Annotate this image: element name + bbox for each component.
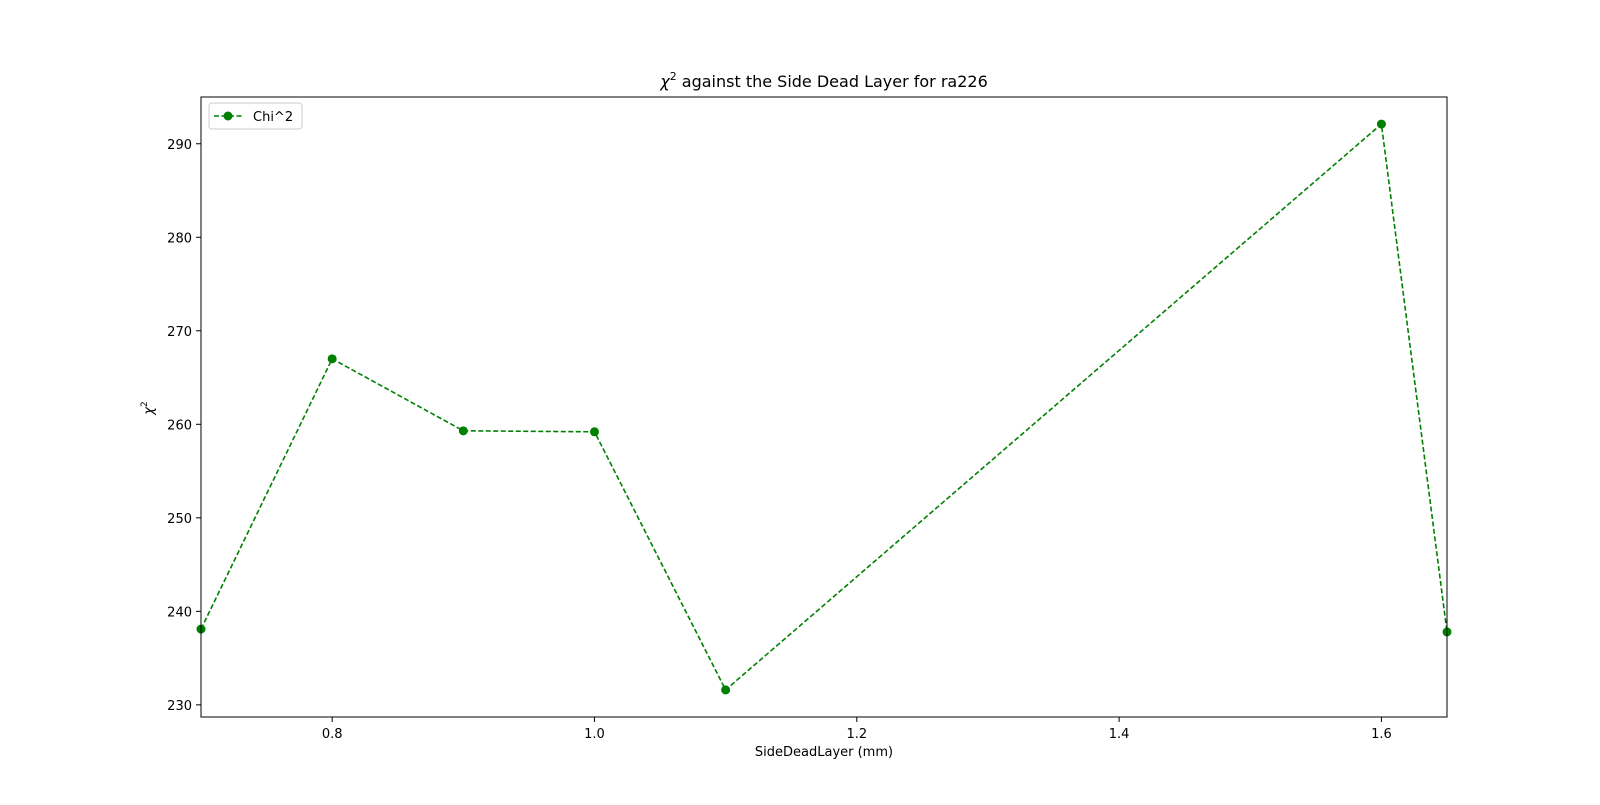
chart-title-chi: χ bbox=[659, 72, 670, 91]
data-point bbox=[721, 685, 731, 695]
series-line-0 bbox=[200, 122, 1448, 692]
x-tick-label: 1.6 bbox=[1371, 727, 1392, 742]
x-tick-label: 0.8 bbox=[322, 727, 343, 742]
legend-label: Chi^2 bbox=[253, 110, 293, 125]
legend-marker-sample bbox=[223, 111, 233, 121]
chart-title-sup: 2 bbox=[670, 70, 677, 83]
y-axis-ticks: 230 240 250 260 270 280 290 bbox=[167, 138, 201, 714]
chart-title-text: against the Side Dead Layer for ra226 bbox=[677, 72, 988, 91]
y-tick-label: 230 bbox=[167, 699, 192, 714]
x-axis-ticks: 0.8 1.0 1.2 1.4 1.6 bbox=[322, 717, 1392, 742]
y-axis-label-sup: 2 bbox=[140, 401, 150, 407]
y-tick-label: 280 bbox=[167, 231, 192, 246]
data-point bbox=[589, 427, 599, 437]
y-tick-label: 260 bbox=[167, 418, 192, 433]
x-tick-label: 1.2 bbox=[846, 727, 867, 742]
y-tick-label: 250 bbox=[167, 512, 192, 527]
data-point bbox=[458, 426, 468, 436]
y-tick-label: 270 bbox=[167, 325, 192, 340]
y-tick-label: 290 bbox=[167, 138, 192, 153]
data-point bbox=[1376, 119, 1386, 129]
x-axis-label: SideDeadLayer (mm) bbox=[755, 745, 893, 760]
plot-series bbox=[196, 119, 1452, 695]
x-tick-label: 1.4 bbox=[1109, 727, 1130, 742]
legend-box bbox=[208, 102, 303, 130]
y-axis-label: χ2 bbox=[140, 401, 157, 415]
plot-frame bbox=[200, 96, 1448, 718]
y-tick-label: 240 bbox=[167, 605, 192, 620]
chart-title: χ2 against the Side Dead Layer for ra226 bbox=[659, 70, 988, 91]
x-tick-label: 1.0 bbox=[584, 727, 605, 742]
data-point bbox=[327, 354, 337, 364]
y-axis-label-chi: χ bbox=[142, 406, 157, 416]
legend: Chi^2 bbox=[208, 102, 303, 130]
